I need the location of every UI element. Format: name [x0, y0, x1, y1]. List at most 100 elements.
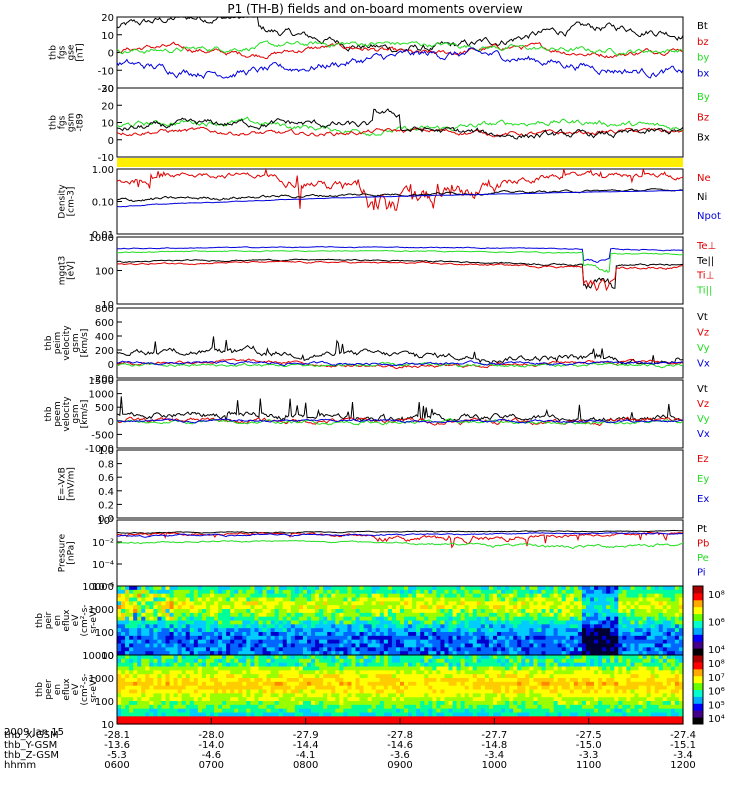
heatmap-cell — [545, 639, 551, 645]
heatmap-cell — [294, 701, 300, 706]
heatmap-cell — [553, 601, 559, 606]
heatmap-cell — [185, 635, 191, 641]
heatmap-cell — [278, 681, 284, 687]
heatmap-cell — [650, 628, 656, 633]
heatmap-cell — [177, 662, 183, 668]
heatmap-cell — [517, 681, 522, 687]
heatmap-cell — [581, 601, 587, 606]
heatmap-cell — [335, 704, 340, 710]
heatmap-cell — [222, 662, 227, 668]
heatmap-cell — [157, 601, 163, 606]
heatmap-cell — [230, 593, 235, 599]
heatmap-cell — [201, 704, 207, 710]
heatmap-cell — [610, 639, 615, 645]
heatmap-cell — [226, 589, 231, 595]
heatmap-cell — [173, 639, 179, 645]
heatmap-cell — [513, 704, 518, 710]
heatmap-cell — [549, 674, 555, 679]
heatmap-cell — [294, 670, 300, 675]
heatmap-cell — [327, 609, 332, 614]
heatmap-cell — [424, 678, 429, 683]
y-tick-label: -1000 — [85, 444, 114, 455]
heatmap-cell — [549, 704, 555, 710]
heatmap-cell — [456, 616, 462, 622]
heatmap-cell — [529, 643, 535, 648]
heatmap-cell — [521, 678, 526, 683]
heatmap-cell — [590, 620, 595, 625]
heatmap-cell — [347, 643, 353, 648]
heatmap-cell — [282, 678, 288, 683]
heatmap-cell — [610, 632, 615, 637]
heatmap-cell — [133, 586, 138, 591]
heatmap-cell — [117, 601, 122, 606]
heatmap-cell — [577, 716, 583, 721]
heatmap-cell — [298, 697, 304, 702]
heatmap-cell — [501, 620, 506, 625]
heatmap-cell — [177, 597, 183, 602]
heatmap-cell — [590, 639, 595, 645]
heatmap-cell — [424, 632, 429, 637]
heatmap-cell — [525, 620, 530, 625]
heatmap-cell — [339, 605, 344, 610]
heatmap-cell — [594, 624, 599, 629]
heatmap-cell — [416, 624, 421, 629]
heatmap-cell — [351, 624, 357, 629]
y-tick-label: 100 — [95, 628, 114, 639]
heatmap-cell — [379, 701, 385, 706]
heatmap-cell — [294, 704, 300, 710]
heatmap-cell — [509, 651, 514, 656]
heatmap-cell — [335, 635, 340, 641]
heatmap-cell — [351, 635, 357, 641]
heatmap-cell — [189, 605, 195, 610]
heatmap-cell — [165, 701, 171, 706]
heatmap-cell — [650, 616, 656, 622]
heatmap-cell — [501, 643, 506, 648]
heatmap-cell — [254, 589, 260, 595]
heatmap-cell — [416, 708, 421, 714]
heatmap-cell — [561, 670, 567, 675]
heatmap-cell — [440, 666, 446, 671]
heatmap-cell — [141, 620, 146, 625]
heatmap-cell — [400, 635, 405, 641]
panel-frame — [116, 519, 684, 587]
heatmap-cell — [416, 593, 421, 599]
heatmap-cell — [379, 647, 385, 652]
heatmap-cell — [343, 628, 349, 633]
heatmap-cell — [250, 697, 256, 702]
heatmap-cell — [513, 601, 518, 606]
heatmap-cell — [525, 720, 530, 725]
heatmap-cell — [448, 609, 454, 614]
heatmap-cell — [302, 624, 308, 629]
heatmap-cell — [610, 643, 615, 648]
heatmap-cell — [501, 697, 506, 702]
heatmap-cell — [274, 712, 280, 717]
heatmap-cell — [432, 651, 437, 656]
heatmap-cell — [209, 655, 215, 660]
heatmap-cell — [618, 597, 623, 602]
heatmap-cell — [452, 601, 458, 606]
heatmap-cell — [468, 655, 474, 660]
heatmap-cell — [472, 693, 478, 698]
heatmap-cell — [557, 720, 563, 725]
heatmap-cell — [626, 651, 632, 656]
y-axis-label-line: fgs — [58, 115, 68, 129]
heatmap-cell — [513, 697, 518, 702]
heatmap-cell — [274, 609, 280, 614]
heatmap-cell — [468, 605, 474, 610]
heatmap-cell — [606, 647, 611, 652]
heatmap-cell — [173, 651, 179, 656]
heatmap-cell — [391, 716, 397, 721]
heatmap-cell — [246, 651, 252, 656]
heatmap-cell — [141, 593, 146, 599]
heatmap-cell — [618, 616, 623, 622]
heatmap-cell — [117, 662, 122, 668]
heatmap-cell — [197, 643, 203, 648]
heatmap-cell — [181, 597, 187, 602]
heatmap-cell — [189, 701, 195, 706]
heatmap-cell — [488, 716, 494, 721]
heatmap-cell — [319, 632, 324, 637]
heatmap-cell — [634, 628, 640, 633]
colorbar-label: 10⁷ — [708, 673, 725, 684]
heatmap-cell — [327, 635, 332, 641]
heatmap-cell — [121, 693, 126, 698]
